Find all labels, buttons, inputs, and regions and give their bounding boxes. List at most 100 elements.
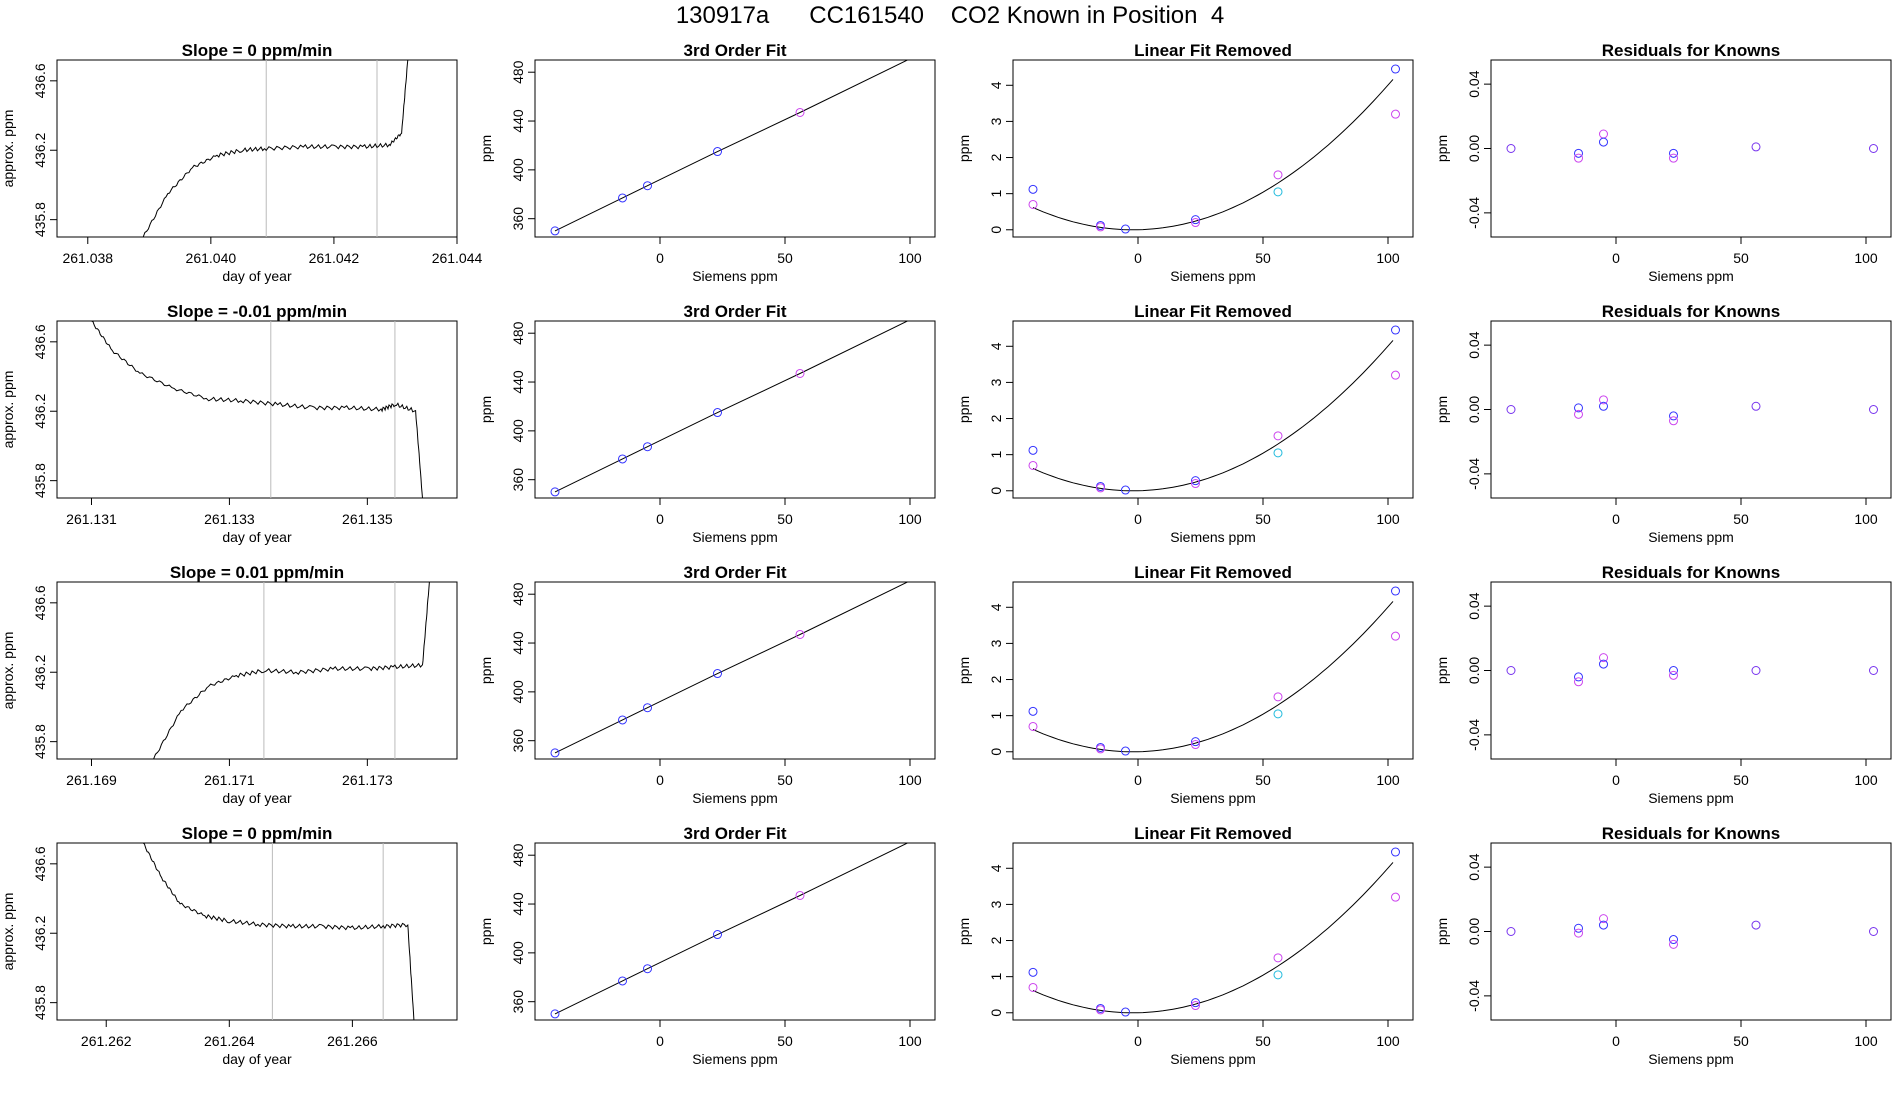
x-tick-label: 100 <box>898 772 922 788</box>
chart-panel-7: Linear Fit Removed 0 50 100 0 1 2 3 4 Siemens ppm… <box>956 302 1414 545</box>
data-point <box>1599 129 1608 139</box>
y-tick-label: 0.04 <box>1466 592 1482 619</box>
y-tick-label: -0.04 <box>1466 719 1482 751</box>
y-tick-label: 436.2 <box>32 916 48 951</box>
plot-frame <box>1490 842 1892 1021</box>
data-point <box>1599 920 1608 930</box>
y-tick-label: 435.8 <box>32 724 48 759</box>
chart-title: Slope = -0.01 ppm/min <box>167 302 347 321</box>
y-tick-label: -0.04 <box>1466 458 1482 490</box>
fit-line <box>554 321 909 493</box>
plot-frame <box>56 581 458 760</box>
y-tick-label: 480 <box>510 843 526 867</box>
data-point <box>1869 144 1878 153</box>
y-tick-label: 3 <box>988 117 1004 125</box>
chart-title: Residuals for Knowns <box>1602 563 1781 582</box>
data-point <box>1574 923 1583 933</box>
y-tick-label: 2 <box>988 414 1004 422</box>
x-tick-label: 100 <box>1854 250 1878 266</box>
data-point <box>1191 479 1200 489</box>
plot-area <box>550 843 909 1019</box>
data-point <box>1121 746 1130 756</box>
data-point <box>643 442 652 452</box>
y-tick-label: 2 <box>988 936 1004 944</box>
data-point <box>713 669 722 679</box>
chart-panel-13: Slope = 0 ppm/min 261.262 261.264 261.266 43… <box>0 824 458 1067</box>
y-axis-label: approx. ppm <box>0 893 16 971</box>
y-axis-label: approx. ppm <box>0 371 16 449</box>
x-tick-label: 50 <box>1733 511 1749 527</box>
series-line <box>91 321 423 498</box>
data-point <box>1191 1001 1200 1011</box>
chart-panel-6: 3rd Order Fit 0 50 100 360 400 440 480 Siemens p… <box>478 302 936 545</box>
data-point <box>1574 672 1583 682</box>
chart-panel-16: Residuals for Knowns 0 50 100 -0.04 0.00 0.04 S… <box>1434 824 1892 1067</box>
chart-title: Residuals for Knowns <box>1602 41 1781 60</box>
y-tick-label: 4 <box>988 342 1004 350</box>
chart-title: 3rd Order Fit <box>684 41 787 60</box>
x-axis-label: Siemens ppm <box>1648 268 1734 284</box>
chart-title: Residuals for Knowns <box>1602 302 1781 321</box>
data-point <box>795 368 805 378</box>
y-tick-label: 1 <box>988 973 1004 981</box>
chart-title: 3rd Order Fit <box>684 563 787 582</box>
x-tick-label: 261.040 <box>186 250 237 266</box>
x-tick-label: 50 <box>1255 250 1271 266</box>
data-point <box>713 930 722 940</box>
data-point <box>618 193 627 203</box>
chart-title: Slope = 0 ppm/min <box>182 824 333 843</box>
data-point <box>1391 64 1400 74</box>
y-axis-label: ppm <box>1434 135 1450 162</box>
y-axis-label: ppm <box>956 135 972 162</box>
data-point <box>1669 153 1678 163</box>
data-point <box>1669 935 1678 945</box>
plot-area <box>142 60 409 237</box>
data-point <box>643 703 652 713</box>
x-tick-label: 261.135 <box>342 511 393 527</box>
chart-panel-1: Slope = 0 ppm/min 261.038 261.040 261.042 26… <box>0 41 483 284</box>
plot-frame <box>534 59 936 238</box>
x-tick-label: 0 <box>656 511 664 527</box>
y-tick-label: 435.8 <box>32 985 48 1020</box>
data-point <box>1273 709 1283 719</box>
y-axis-label: ppm <box>956 918 972 945</box>
x-axis-label: day of year <box>222 268 292 284</box>
y-tick-label: 400 <box>510 158 526 182</box>
data-point <box>1273 448 1283 458</box>
y-tick-label: 440 <box>510 892 526 916</box>
data-point <box>1391 109 1400 119</box>
x-tick-label: 100 <box>1376 772 1400 788</box>
data-point <box>1391 370 1400 380</box>
data-point <box>1506 144 1516 153</box>
data-point <box>1121 224 1130 234</box>
y-tick-label: 400 <box>510 419 526 443</box>
x-tick-label: 100 <box>1854 511 1878 527</box>
data-point <box>1028 721 1038 731</box>
chart-panel-5: Slope = -0.01 ppm/min 261.131 261.133 261.1… <box>0 302 458 545</box>
y-tick-label: 4 <box>988 603 1004 611</box>
y-tick-label: 0.00 <box>1466 657 1482 684</box>
y-tick-label: 360 <box>510 990 526 1014</box>
data-point <box>1574 928 1583 938</box>
data-point <box>1751 920 1761 930</box>
data-point <box>1669 666 1678 675</box>
x-axis-label: day of year <box>222 790 292 806</box>
x-tick-label: 261.266 <box>327 1033 378 1049</box>
plot-frame <box>1490 581 1892 760</box>
y-tick-label: 440 <box>510 109 526 133</box>
data-point <box>713 147 722 157</box>
y-tick-label: 436.6 <box>32 585 48 620</box>
y-axis-label: ppm <box>1434 657 1450 684</box>
data-point <box>1669 416 1678 426</box>
x-tick-label: 261.262 <box>81 1033 132 1049</box>
data-point <box>1599 395 1608 405</box>
data-point <box>1599 137 1608 147</box>
data-point <box>1751 401 1761 411</box>
chart-panel-9: Slope = 0.01 ppm/min 261.169 261.171 261.17… <box>0 563 458 806</box>
y-axis-label: approx. ppm <box>0 632 16 710</box>
x-tick-label: 50 <box>777 511 793 527</box>
data-point <box>1599 914 1608 924</box>
plot-frame <box>534 320 936 499</box>
data-point <box>1273 953 1283 963</box>
